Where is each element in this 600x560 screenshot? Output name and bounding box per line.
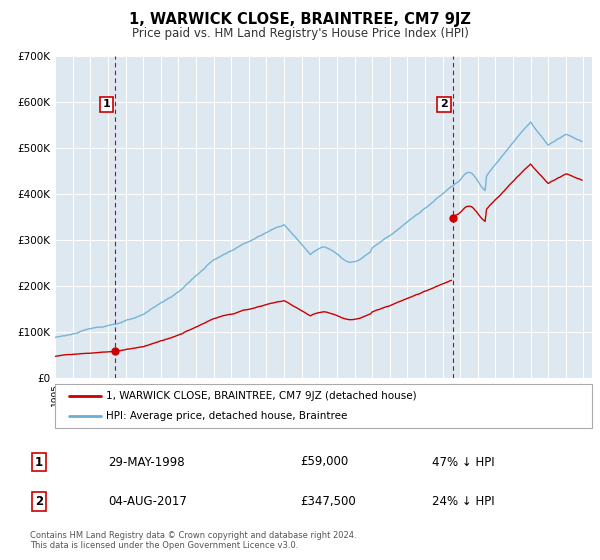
Text: 29-MAY-1998: 29-MAY-1998 [108, 455, 185, 469]
Text: £347,500: £347,500 [300, 494, 356, 508]
Text: Contains HM Land Registry data © Crown copyright and database right 2024.: Contains HM Land Registry data © Crown c… [30, 531, 356, 540]
Text: 1, WARWICK CLOSE, BRAINTREE, CM7 9JZ: 1, WARWICK CLOSE, BRAINTREE, CM7 9JZ [129, 12, 471, 27]
Text: 1, WARWICK CLOSE, BRAINTREE, CM7 9JZ (detached house): 1, WARWICK CLOSE, BRAINTREE, CM7 9JZ (de… [106, 391, 417, 401]
Text: 2: 2 [35, 494, 43, 508]
Text: 24% ↓ HPI: 24% ↓ HPI [432, 494, 494, 508]
Text: 2: 2 [440, 99, 448, 109]
FancyBboxPatch shape [55, 384, 592, 428]
Text: 04-AUG-2017: 04-AUG-2017 [108, 494, 187, 508]
Text: HPI: Average price, detached house, Braintree: HPI: Average price, detached house, Brai… [106, 411, 347, 421]
Text: 47% ↓ HPI: 47% ↓ HPI [432, 455, 494, 469]
Text: Price paid vs. HM Land Registry's House Price Index (HPI): Price paid vs. HM Land Registry's House … [131, 27, 469, 40]
Text: 1: 1 [35, 455, 43, 469]
Text: £59,000: £59,000 [300, 455, 348, 469]
Text: 1: 1 [103, 99, 110, 109]
Text: This data is licensed under the Open Government Licence v3.0.: This data is licensed under the Open Gov… [30, 541, 298, 550]
